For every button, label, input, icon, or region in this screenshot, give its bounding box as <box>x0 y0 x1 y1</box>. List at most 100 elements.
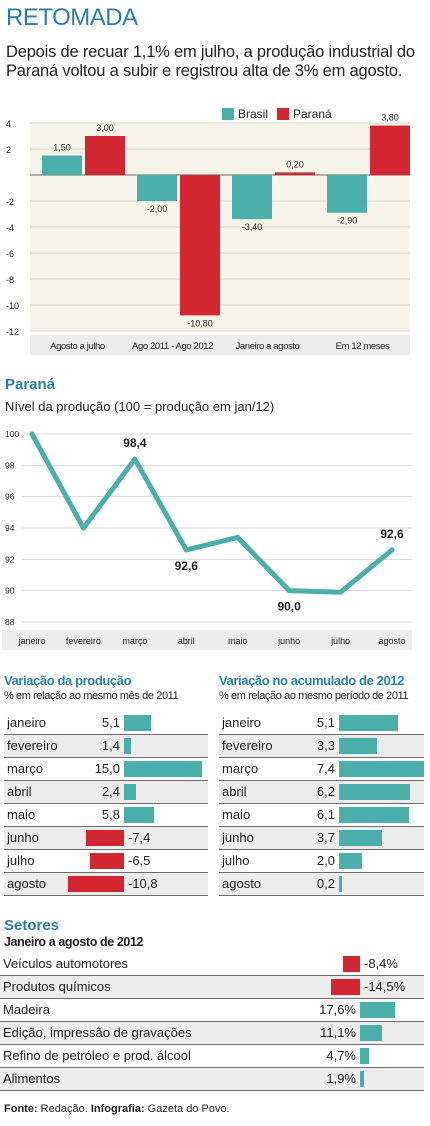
table-row: abril 6,2 <box>219 781 424 804</box>
bar-brasil <box>42 155 82 175</box>
setores-subtitle: Janeiro a agosto de 2012 <box>4 935 144 949</box>
row-label: fevereiro <box>222 738 273 753</box>
row-value: 15,0 <box>94 761 120 776</box>
table-row: julho -6,5 <box>4 850 208 873</box>
negative-bar <box>67 876 124 892</box>
row-value: 4,7% <box>326 1048 356 1063</box>
row-label: março <box>7 761 44 776</box>
row-value: 2,4 <box>101 784 120 799</box>
positive-bar <box>360 1002 396 1018</box>
positive-bar <box>360 1025 383 1041</box>
table-row: agosto 0,2 <box>219 873 424 896</box>
acumulado-table-title: Variação no acumulado de 2012 <box>219 673 404 688</box>
data-point <box>235 534 241 540</box>
category-label: Janeiro a agosto <box>236 341 300 352</box>
y-tick-label: -10 <box>6 301 19 311</box>
y-tick-label: -4 <box>6 223 14 233</box>
page-subtitle: Depois de recuar 1,1% em julho, a produç… <box>6 43 415 80</box>
row-value: 2,0 <box>316 853 335 868</box>
bar-brasil <box>327 175 367 213</box>
row-label: junho <box>222 830 254 845</box>
row-value: 6,2 <box>316 784 335 799</box>
table-row: março 15,0 <box>4 758 208 781</box>
positive-bar <box>124 807 155 823</box>
table-row: janeiro 5,1 <box>219 712 424 735</box>
table-row: Veículos automotores -8,4% <box>0 953 424 976</box>
row-label: fevereiro <box>7 738 58 753</box>
legend-swatch-brasil <box>222 108 234 120</box>
row-label: abril <box>7 784 32 799</box>
line-chart-title: Paraná <box>5 376 56 393</box>
category-band <box>2 630 412 650</box>
category-label: Ago 2011 - Ago 2012 <box>132 341 213 352</box>
table-row: março 7,4 <box>219 758 425 781</box>
positive-bar <box>124 738 132 754</box>
positive-bar <box>124 715 151 731</box>
row-value: 1,9% <box>326 1071 356 1086</box>
data-point <box>132 456 138 462</box>
y-tick-label: 98 <box>5 460 15 470</box>
positive-bar <box>339 807 410 823</box>
row-value: 3,3 <box>316 738 335 753</box>
y-tick-label: 94 <box>5 523 15 533</box>
row-value: 3,7 <box>316 830 335 845</box>
x-tick-label: janeiro <box>17 636 45 646</box>
row-value: 11,1% <box>320 1025 356 1040</box>
acumulado-table-subtitle: % em relação ao mesmo período de 2011 <box>219 690 409 702</box>
row-label: Madeira <box>3 1002 50 1017</box>
row-label: junho <box>7 830 39 845</box>
category-label: Em 12 meses <box>336 341 390 352</box>
data-point <box>389 547 395 553</box>
legend-parana: Paraná <box>277 107 332 121</box>
positive-bar <box>339 784 411 800</box>
row-label: janeiro <box>7 715 47 730</box>
bar-brasil <box>137 175 177 201</box>
row-label: Edição, impressão de gravações <box>3 1025 192 1040</box>
row-label: Refino de petróleo e prod. álcool <box>3 1048 191 1063</box>
y-tick-label: -8 <box>6 275 14 285</box>
positive-bar <box>360 1048 370 1064</box>
row-label: Alimentos <box>3 1071 61 1086</box>
setores-title: Setores <box>4 917 60 934</box>
production-line-chart: 100 98 96 94 92 90 88 98,4 92,6 90,0 92,6 janeiro fe… <box>2 429 412 650</box>
table-row: junho -7,4 <box>4 827 208 850</box>
x-tick-label: março <box>122 636 147 646</box>
row-value: 1,4 <box>101 738 120 753</box>
row-label: agosto <box>222 876 262 891</box>
row-label: julho <box>7 853 35 868</box>
x-tick-label: junho <box>277 636 300 646</box>
y-tick-label: 88 <box>5 617 15 627</box>
table-row: abril 2,4 <box>4 781 208 804</box>
legend-swatch-parana <box>277 108 289 120</box>
point-label: 92,6 <box>175 559 199 573</box>
bar-parana <box>85 136 125 175</box>
table-row: Alimentos 1,9% <box>0 1068 424 1091</box>
row-label: julho <box>222 853 250 868</box>
x-tick-label: fevereiro <box>66 636 101 646</box>
data-point <box>29 431 35 437</box>
row-value: -7,4 <box>128 830 151 845</box>
x-tick-label: abril <box>178 636 195 646</box>
point-label: 90,0 <box>277 600 301 614</box>
legend-label-brasil: Brasil <box>238 107 269 121</box>
row-label: Produtos químicos <box>3 979 111 994</box>
legend-label-parana: Paraná <box>293 107 332 121</box>
table-row: fevereiro 3,3 <box>219 735 424 758</box>
table-row: janeiro 5,1 <box>4 712 208 735</box>
table-row: Madeira 17,6% <box>0 999 424 1022</box>
setores-table: Veículos automotores -8,4% Produtos químic… <box>0 953 424 1091</box>
footer-credits: Fonte: Redação. Infografia: Gazeta do Po… <box>4 1103 230 1115</box>
table-row: junho 3,7 <box>219 827 424 850</box>
y-tick-label: 2 <box>6 145 11 155</box>
legend-brasil: Brasil <box>222 107 268 121</box>
line-chart-subtitle: Nível da produção (100 = produção em jan… <box>5 399 275 414</box>
row-value: 7,4 <box>316 761 335 776</box>
bar-value-label: 1,50 <box>53 143 71 153</box>
row-value: -14,5% <box>364 979 406 994</box>
source-label: Fonte: <box>4 1103 38 1115</box>
bar-value-label: 3,80 <box>381 113 399 123</box>
row-label: maio <box>7 807 36 822</box>
bar-parana <box>370 125 410 175</box>
series-line <box>29 431 395 595</box>
point-label: 98,4 <box>123 436 147 450</box>
